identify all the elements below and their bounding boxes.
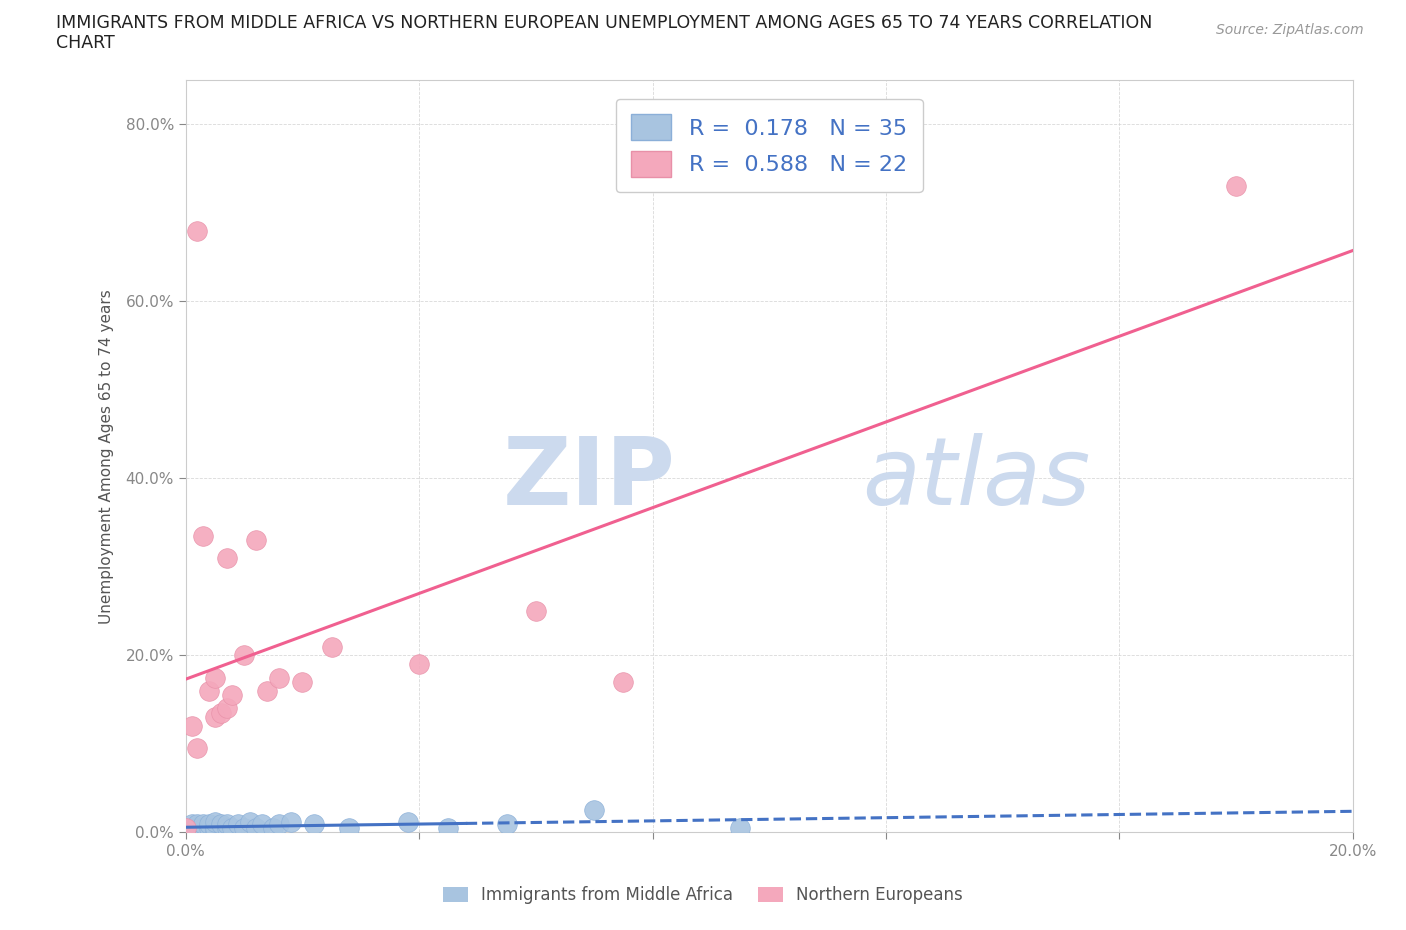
Point <box>256 684 278 698</box>
Point <box>233 820 256 835</box>
Point <box>221 820 243 835</box>
Point <box>396 815 419 830</box>
Point <box>174 824 197 839</box>
Point <box>612 674 634 689</box>
Point <box>198 684 221 698</box>
Point <box>728 820 751 835</box>
Point <box>262 820 284 835</box>
Point <box>302 817 325 831</box>
Point <box>186 741 208 756</box>
Point <box>209 817 232 831</box>
Point <box>193 817 215 831</box>
Point <box>209 706 232 721</box>
Point <box>198 817 221 831</box>
Legend: Immigrants from Middle Africa, Northern Europeans: Immigrants from Middle Africa, Northern … <box>436 879 970 910</box>
Point <box>337 820 360 835</box>
Point <box>174 820 197 835</box>
Text: Source: ZipAtlas.com: Source: ZipAtlas.com <box>1216 23 1364 37</box>
Point <box>215 820 238 835</box>
Point <box>215 817 238 831</box>
Text: atlas: atlas <box>863 433 1091 525</box>
Point <box>239 815 262 830</box>
Legend: R =  0.178   N = 35, R =  0.588   N = 22: R = 0.178 N = 35, R = 0.588 N = 22 <box>616 99 922 193</box>
Point <box>193 528 215 543</box>
Point <box>204 710 226 724</box>
Point <box>180 823 202 838</box>
Point <box>204 815 226 830</box>
Point <box>226 817 249 831</box>
Point <box>221 688 243 703</box>
Point <box>198 820 221 835</box>
Text: IMMIGRANTS FROM MIDDLE AFRICA VS NORTHERN EUROPEAN UNEMPLOYMENT AMONG AGES 65 TO: IMMIGRANTS FROM MIDDLE AFRICA VS NORTHER… <box>56 14 1153 32</box>
Point <box>180 817 202 831</box>
Point <box>269 817 291 831</box>
Point <box>321 639 343 654</box>
Point <box>180 719 202 734</box>
Point <box>204 820 226 835</box>
Point <box>291 674 314 689</box>
Point <box>495 817 517 831</box>
Point <box>437 820 460 835</box>
Point <box>186 824 208 839</box>
Point <box>204 824 226 839</box>
Point <box>250 817 273 831</box>
Point <box>245 820 267 835</box>
Point <box>524 604 547 618</box>
Point <box>204 671 226 685</box>
Point <box>1225 179 1247 193</box>
Point <box>233 648 256 663</box>
Point <box>177 824 200 839</box>
Point <box>245 533 267 548</box>
Point <box>193 824 215 839</box>
Point <box>215 701 238 716</box>
Y-axis label: Unemployment Among Ages 65 to 74 years: Unemployment Among Ages 65 to 74 years <box>100 289 114 624</box>
Point <box>280 815 302 830</box>
Point <box>408 657 430 671</box>
Text: CHART: CHART <box>56 34 115 52</box>
Point <box>186 223 208 238</box>
Point <box>193 820 215 835</box>
Point <box>183 824 205 839</box>
Point <box>186 820 208 835</box>
Point <box>215 551 238 565</box>
Point <box>186 817 208 831</box>
Point <box>269 671 291 685</box>
Point <box>583 803 606 817</box>
Text: ZIP: ZIP <box>503 432 676 525</box>
